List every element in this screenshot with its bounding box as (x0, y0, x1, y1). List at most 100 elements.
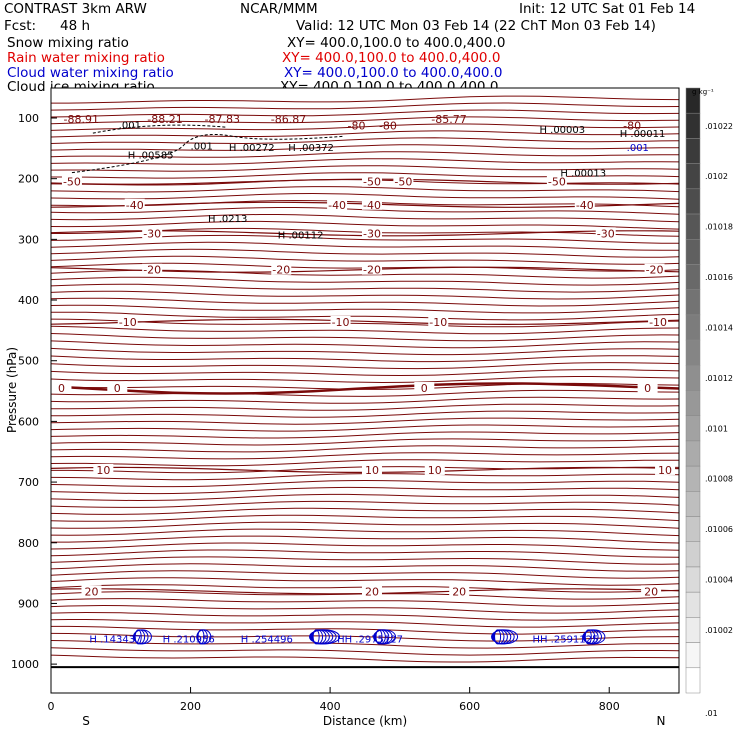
contour-label: 0 (644, 382, 651, 395)
legend-rain: Rain water mixing ratio (7, 50, 165, 66)
maximum-label: H .00272 (229, 143, 275, 154)
cloud-water-contour (309, 629, 341, 645)
maximum-label: H .00011 (620, 129, 666, 140)
contour-label: -50 (63, 176, 81, 189)
isobaric-contour (50, 340, 680, 349)
contour-label: -30 (597, 227, 615, 240)
maximum-label: .001 (119, 121, 141, 132)
isobaric-contour (51, 172, 680, 179)
isobaric-contour (50, 479, 680, 488)
colorbar-swatch (685, 289, 701, 316)
colorbar-swatch (685, 239, 701, 265)
maximum-label: H .00112 (278, 231, 324, 242)
isobaric-contour (50, 333, 680, 342)
isobaric-contour (50, 438, 680, 446)
maximum-label: H .0213 (208, 214, 247, 225)
colorbar-label: .01012 (705, 374, 733, 383)
contour-label-bg (93, 463, 114, 475)
isobaric-contour (51, 625, 680, 635)
colorbar-label: .01002 (705, 626, 733, 635)
isobaric-contour (50, 417, 680, 425)
colorbar-swatch (685, 163, 701, 190)
contour-label-bg (648, 315, 669, 327)
contour-label: -20 (646, 264, 664, 277)
contour-label-bg (424, 463, 445, 475)
y-tick-label: 300 (18, 233, 39, 246)
isobaric-contour (50, 347, 680, 356)
isobaric-contour (50, 410, 680, 418)
colorbar-unit: g kg⁻¹ (692, 88, 714, 96)
isobaric-contour (50, 276, 680, 286)
contour-label: 0 (114, 382, 121, 395)
tropopause-label: -80 (623, 119, 641, 132)
contour-label-bg (361, 227, 382, 239)
x-axis-label: Distance (km) (323, 714, 407, 728)
colorbar-label: .0102 (705, 172, 728, 181)
contour-label: 10 (428, 464, 442, 477)
contour-label-bg (142, 227, 163, 239)
isobaric-contour (50, 424, 680, 432)
contour-label: -50 (548, 176, 566, 189)
contour-label: -50 (394, 176, 412, 189)
maximum-label: H .143437 (89, 635, 141, 646)
init-time: Init: 12 UTC Sat 01 Feb 14 (519, 1, 696, 17)
contour-label-bg (574, 198, 595, 210)
contour-label-bg (51, 382, 72, 394)
contour-label-bg (428, 315, 449, 327)
colorbar-swatch (685, 339, 701, 366)
colorbar: .01022 .0102 .01018 .01016 .01014 .01012 .0101… (685, 87, 733, 718)
contour-label-bg (271, 263, 292, 275)
title-center: NCAR/MMM (240, 1, 318, 17)
colorbar-label: .01006 (705, 525, 733, 534)
contour-label: -40 (328, 199, 346, 212)
isobaric-contour (50, 369, 680, 377)
temperature-contour-0 (50, 382, 680, 395)
x-tick-label: 0 (48, 700, 55, 713)
maximum-label: H .00013 (560, 169, 606, 180)
colorbar-swatch (685, 264, 701, 290)
isobaric-contour (51, 535, 680, 544)
contour-label: -20 (143, 264, 161, 277)
hydrometeor-contours (71, 124, 606, 645)
contour-label: -10 (119, 316, 137, 329)
contour-label: -20 (272, 264, 290, 277)
y-tick-label: 600 (18, 415, 39, 428)
tropopause-label: -88.21 (147, 113, 182, 126)
isobaric-contour (50, 241, 680, 251)
y-tick-label: 900 (18, 597, 39, 610)
y-tick-label: 1000 (11, 658, 39, 671)
colorbar-swatch (685, 188, 701, 215)
contour-label: -10 (649, 316, 667, 329)
isobaric-contour (50, 220, 680, 230)
isobaric-contour (51, 403, 680, 411)
isobaric-contour (50, 116, 680, 125)
isobaric-contour (50, 459, 679, 467)
contour-label: -10 (429, 316, 447, 329)
isobaric-contour (50, 556, 680, 565)
south-label: S (82, 714, 90, 728)
isobaric-contour (50, 109, 680, 118)
tropopause-label: -87.83 (205, 113, 240, 126)
colorbar-swatch (685, 566, 701, 593)
isobaric-contour (50, 431, 680, 439)
contour-label-bg (330, 315, 351, 327)
isobaric-contour (50, 130, 680, 138)
isobaric-contour (50, 158, 680, 165)
isobaric-contour (50, 521, 680, 529)
contour-label: -30 (143, 227, 161, 240)
colorbar-swatch (685, 591, 701, 618)
north-label: N (657, 714, 666, 728)
colorbar-label: .01016 (705, 273, 733, 282)
forecast-hour: 48 h (60, 18, 91, 34)
isobaric-contour (50, 297, 680, 307)
tropopause-label: -86.87 (271, 113, 306, 126)
contour-label: 20 (644, 585, 658, 598)
contour-label: -40 (363, 199, 381, 212)
colorbar-label: .01018 (705, 223, 733, 232)
colorbar-swatch (685, 314, 701, 341)
legend-cloud-water-xy: XY= 400.0,100.0 to 400.0,400.0 (284, 65, 503, 81)
plot-frame (50, 87, 680, 694)
contour-label: 20 (84, 585, 98, 598)
isobaric-contour (50, 507, 680, 515)
colorbar-swatch (685, 516, 701, 543)
